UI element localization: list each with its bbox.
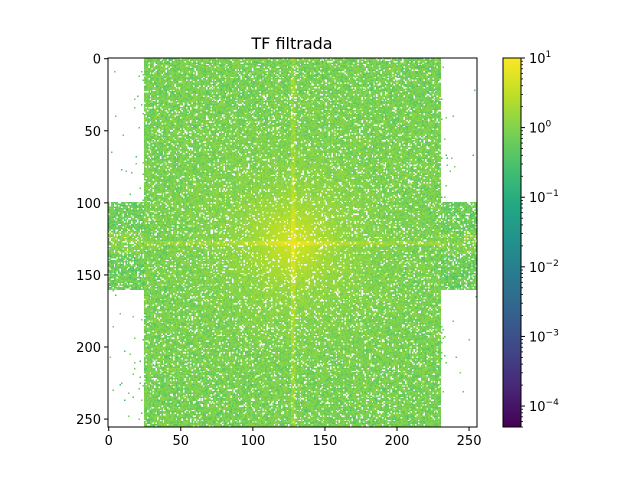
colorbar-axis: 101 100 10−1 10−2 10−3 10−4 bbox=[521, 50, 559, 427]
x-tick-label: 0 bbox=[105, 434, 113, 449]
x-tick-label: 100 bbox=[240, 434, 265, 449]
y-tick-label: 50 bbox=[84, 125, 101, 140]
chart-title: TF filtrada bbox=[250, 34, 332, 53]
colorbar-tick-label: 100 bbox=[529, 120, 552, 137]
colorbar-tick-label: 10−4 bbox=[529, 398, 559, 415]
heatmap-image bbox=[108, 58, 477, 427]
x-axis: 0 50 100 150 200 250 bbox=[105, 427, 482, 449]
y-tick-label: 150 bbox=[76, 269, 101, 284]
y-tick-label: 100 bbox=[76, 197, 101, 212]
colorbar-tick-label: 10−3 bbox=[529, 328, 559, 345]
x-tick-label: 250 bbox=[457, 434, 482, 449]
x-tick-label: 200 bbox=[385, 434, 410, 449]
x-tick-label: 150 bbox=[313, 434, 338, 449]
colorbar-tick-label: 101 bbox=[529, 50, 551, 67]
y-axis: 0 50 100 150 200 250 bbox=[76, 53, 108, 428]
colorbar-tick-label: 10−2 bbox=[529, 259, 559, 276]
y-tick-label: 0 bbox=[93, 53, 101, 68]
colorbar bbox=[503, 58, 521, 427]
colorbar-tick-label: 10−1 bbox=[529, 189, 559, 206]
y-tick-label: 200 bbox=[76, 341, 101, 356]
x-tick-label: 50 bbox=[173, 434, 190, 449]
y-tick-label: 250 bbox=[76, 413, 101, 428]
